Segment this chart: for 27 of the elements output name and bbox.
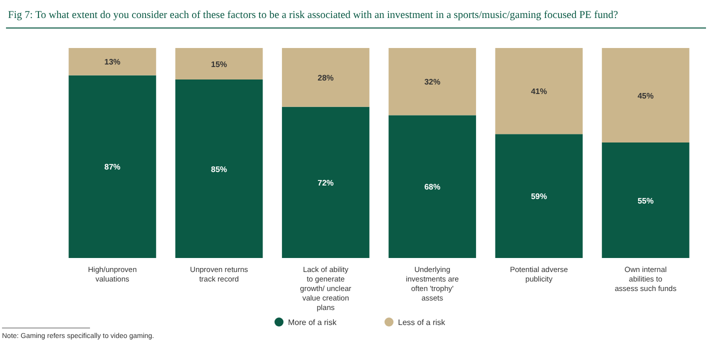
data-label: 41%: [530, 87, 547, 96]
bar: [388, 48, 476, 116]
bar: [175, 48, 263, 80]
bar: [175, 80, 263, 258]
bar: [602, 48, 690, 142]
bar: [282, 106, 370, 258]
legend-label: Less of a risk: [398, 318, 446, 327]
data-label: 59%: [530, 192, 547, 202]
data-label: 85%: [211, 164, 228, 174]
bar: [495, 48, 583, 134]
chart-title: Fig 7: To what extent do you consider each of these factors to be a risk associated with an investment in a sports/music/gaming focused PE fund?: [8, 10, 618, 21]
bar: [388, 115, 476, 258]
bar: [282, 48, 370, 107]
data-label: 32%: [424, 78, 440, 87]
bar: [68, 48, 156, 76]
bar: [495, 134, 583, 258]
bar: [68, 75, 156, 258]
legend-label: More of a risk: [288, 318, 338, 327]
data-label: 55%: [638, 196, 654, 206]
data-label: 15%: [211, 60, 228, 69]
data-label: 28%: [318, 73, 334, 82]
data-label: 87%: [104, 162, 120, 172]
data-label: 68%: [424, 182, 440, 192]
data-label: 13%: [104, 58, 120, 67]
data-label: 72%: [318, 178, 334, 188]
bar: [602, 142, 690, 258]
data-label: 45%: [638, 91, 654, 100]
